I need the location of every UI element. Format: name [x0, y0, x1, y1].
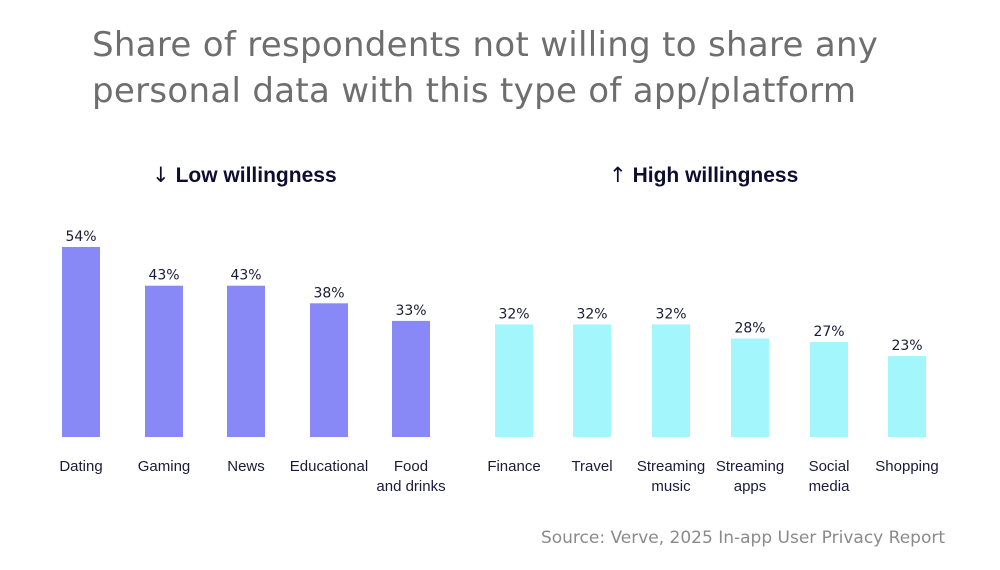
data-label: 27%: [813, 324, 844, 340]
bar-food-and-drinks: [392, 320, 430, 437]
data-label: 54%: [65, 229, 96, 245]
bar-finance: [495, 324, 533, 437]
category-label: Dating: [59, 458, 102, 475]
data-label: 23%: [891, 338, 922, 354]
category-label: Streaming: [637, 458, 705, 475]
category-label: Streaming: [716, 458, 784, 475]
data-label: 28%: [734, 320, 765, 336]
data-label: 32%: [655, 306, 686, 322]
data-label: 33%: [395, 303, 426, 319]
bar-streaming-music: [652, 324, 690, 437]
data-label: 38%: [313, 285, 344, 301]
high-willingness-label: High willingness: [632, 164, 799, 187]
bar-gaming: [145, 285, 183, 437]
bar-educational: [310, 303, 348, 437]
category-label: Gaming: [138, 458, 191, 475]
category-label: News: [227, 458, 265, 475]
category-label: Food: [394, 458, 428, 475]
low-willingness-label: Low willingness: [175, 164, 337, 187]
category-label: Travel: [571, 458, 612, 475]
bar-streaming-apps: [731, 338, 769, 437]
data-label: 43%: [148, 268, 179, 284]
source-note: Source: Verve, 2025 In-app User Privacy …: [540, 528, 945, 548]
category-label: and drinks: [376, 478, 445, 495]
bar-dating: [62, 247, 100, 437]
category-label: Educational: [290, 458, 368, 475]
category-label: media: [809, 478, 851, 495]
arrow-up-icon: ↑: [609, 163, 627, 187]
category-label: apps: [734, 478, 767, 495]
arrow-down-icon: ↓: [152, 163, 170, 187]
data-label: 43%: [230, 268, 261, 284]
high-willingness-heading: ↑ High willingness: [609, 163, 798, 188]
bar-social-media: [810, 342, 848, 437]
data-label: 32%: [576, 306, 607, 322]
bar-shopping: [888, 356, 926, 437]
category-label: Shopping: [875, 458, 938, 475]
low-willingness-heading: ↓ Low willingness: [152, 163, 337, 188]
bar-travel: [573, 324, 611, 437]
category-label: Finance: [487, 458, 540, 475]
category-label: music: [651, 478, 691, 495]
data-label: 32%: [498, 306, 529, 322]
bar-news: [227, 285, 265, 437]
chart-title: Share of respondents not willing to shar…: [92, 25, 879, 111]
category-label: Social: [809, 458, 850, 475]
